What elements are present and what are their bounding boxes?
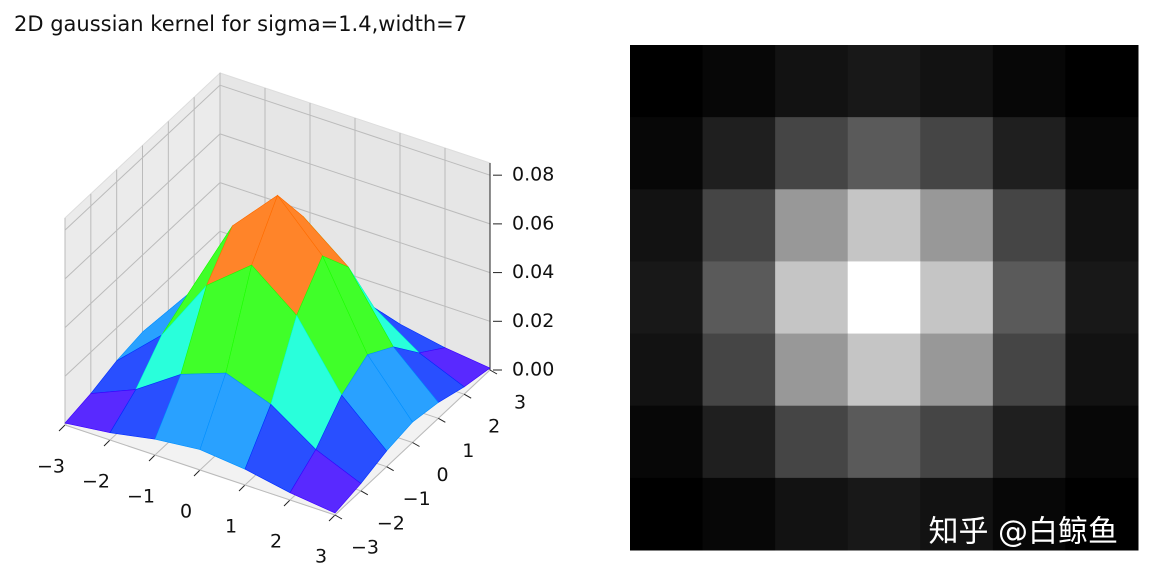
- grid-line: [64, 133, 221, 280]
- grid-line: [64, 182, 221, 328]
- grid-line: [219, 182, 491, 274]
- heatmap-cell: [702, 189, 776, 262]
- tick-mark: [193, 469, 201, 477]
- tick-mark: [334, 514, 343, 520]
- chart-title: 2D gaussian kernel for sigma=1.4,width=7: [14, 12, 467, 36]
- heatmap-cell: [702, 45, 776, 118]
- y-tick-label: −2: [377, 512, 405, 534]
- heatmap-cell: [1065, 405, 1139, 479]
- tick-mark: [412, 442, 420, 447]
- heatmap-cell: [992, 405, 1066, 479]
- heatmap-cell: [992, 117, 1066, 190]
- grid-line: [64, 424, 336, 516]
- tick-mark: [103, 439, 111, 447]
- x-tick-label: 1: [225, 516, 237, 538]
- surface-face: [289, 449, 362, 514]
- heatmap-cell: [847, 333, 921, 407]
- heatmap-cell: [1065, 45, 1139, 118]
- y-tick-label: 0: [436, 464, 448, 486]
- x-tick-label: −2: [82, 471, 110, 493]
- x-tick-label: 3: [315, 546, 327, 568]
- tick-mark: [386, 466, 394, 472]
- grid-line: [219, 84, 491, 176]
- tick-mark: [58, 424, 66, 432]
- heatmap-cell: [1065, 333, 1139, 407]
- heatmap-cell: [630, 189, 704, 262]
- heatmap-cell: [775, 405, 849, 479]
- heatmap-cell: [847, 189, 921, 262]
- heatmap-cell: [847, 477, 921, 551]
- heatmap-cell: [630, 477, 704, 551]
- heatmap-cell: [920, 189, 994, 262]
- z-tick-label: 0.04: [512, 261, 554, 283]
- heatmap-cell: [775, 117, 849, 190]
- heatmap-cell: [920, 333, 994, 407]
- heatmap-cell: [775, 333, 849, 407]
- heatmap-cell: [992, 189, 1066, 262]
- heatmap: [630, 45, 1139, 551]
- heatmap-cell: [920, 117, 994, 190]
- heatmap-cell: [920, 45, 994, 118]
- x-tick-label: −1: [127, 486, 155, 508]
- grid-line: [64, 84, 221, 231]
- watermark: 知乎 @白鲸鱼: [928, 515, 1118, 550]
- z-tick-label: 0.06: [512, 212, 554, 234]
- grid-line: [64, 230, 221, 377]
- tick-mark: [489, 369, 498, 375]
- grid-line: [219, 133, 491, 225]
- y-tick-label: 2: [488, 416, 500, 438]
- heatmap-cell: [847, 45, 921, 118]
- heatmap-cell: [920, 261, 994, 335]
- heatmap-cell: [630, 261, 704, 335]
- heatmap-cell: [992, 45, 1066, 118]
- heatmap-cell: [992, 261, 1066, 335]
- tick-mark: [328, 514, 336, 522]
- heatmap-cell: [630, 117, 704, 190]
- heatmap-cell: [702, 117, 776, 190]
- z-tick-label: 0.00: [512, 359, 554, 381]
- heatmap-cell: [992, 477, 1066, 551]
- heatmap-cell: [630, 333, 704, 407]
- y-tick-label: −1: [403, 488, 431, 510]
- x-tick-label: 2: [270, 531, 282, 553]
- heatmap-cell: [920, 477, 994, 551]
- heatmap-cell: [775, 477, 849, 551]
- heatmap-cell: [920, 405, 994, 479]
- y-tick-label: −3: [351, 537, 379, 559]
- heatmap-cell: [1065, 261, 1139, 335]
- z-tick-label: 0.02: [512, 310, 554, 332]
- heatmap-cell: [847, 405, 921, 479]
- heatmap-cell: [1065, 477, 1139, 551]
- x-tick-label: −3: [37, 456, 65, 478]
- heatmap-cell: [847, 261, 921, 335]
- heatmap-cell: [702, 261, 776, 335]
- y-tick-label: 3: [514, 392, 526, 414]
- tick-mark: [148, 454, 156, 462]
- tick-mark: [283, 499, 291, 507]
- x-tick-label: 0: [180, 501, 192, 523]
- heatmap-cell: [775, 45, 849, 118]
- heatmap-cell: [630, 405, 704, 479]
- tick-mark: [360, 490, 369, 496]
- y-tick-label: 1: [462, 440, 474, 462]
- tick-mark: [438, 417, 446, 423]
- heatmap-cell: [702, 405, 776, 479]
- heatmap-cell: [992, 333, 1066, 407]
- heatmap-cell: [775, 261, 849, 335]
- z-tick-label: 0.08: [512, 164, 554, 186]
- heatmap-cell: [702, 477, 776, 551]
- tick-mark: [238, 484, 246, 492]
- tick-mark: [463, 393, 472, 399]
- heatmap-cell: [1065, 189, 1139, 262]
- heatmap-cell: [775, 189, 849, 262]
- heatmap-cell: [630, 45, 704, 118]
- heatmap-cell: [847, 117, 921, 190]
- heatmap-cell: [702, 333, 776, 407]
- heatmap-cell: [1065, 117, 1139, 190]
